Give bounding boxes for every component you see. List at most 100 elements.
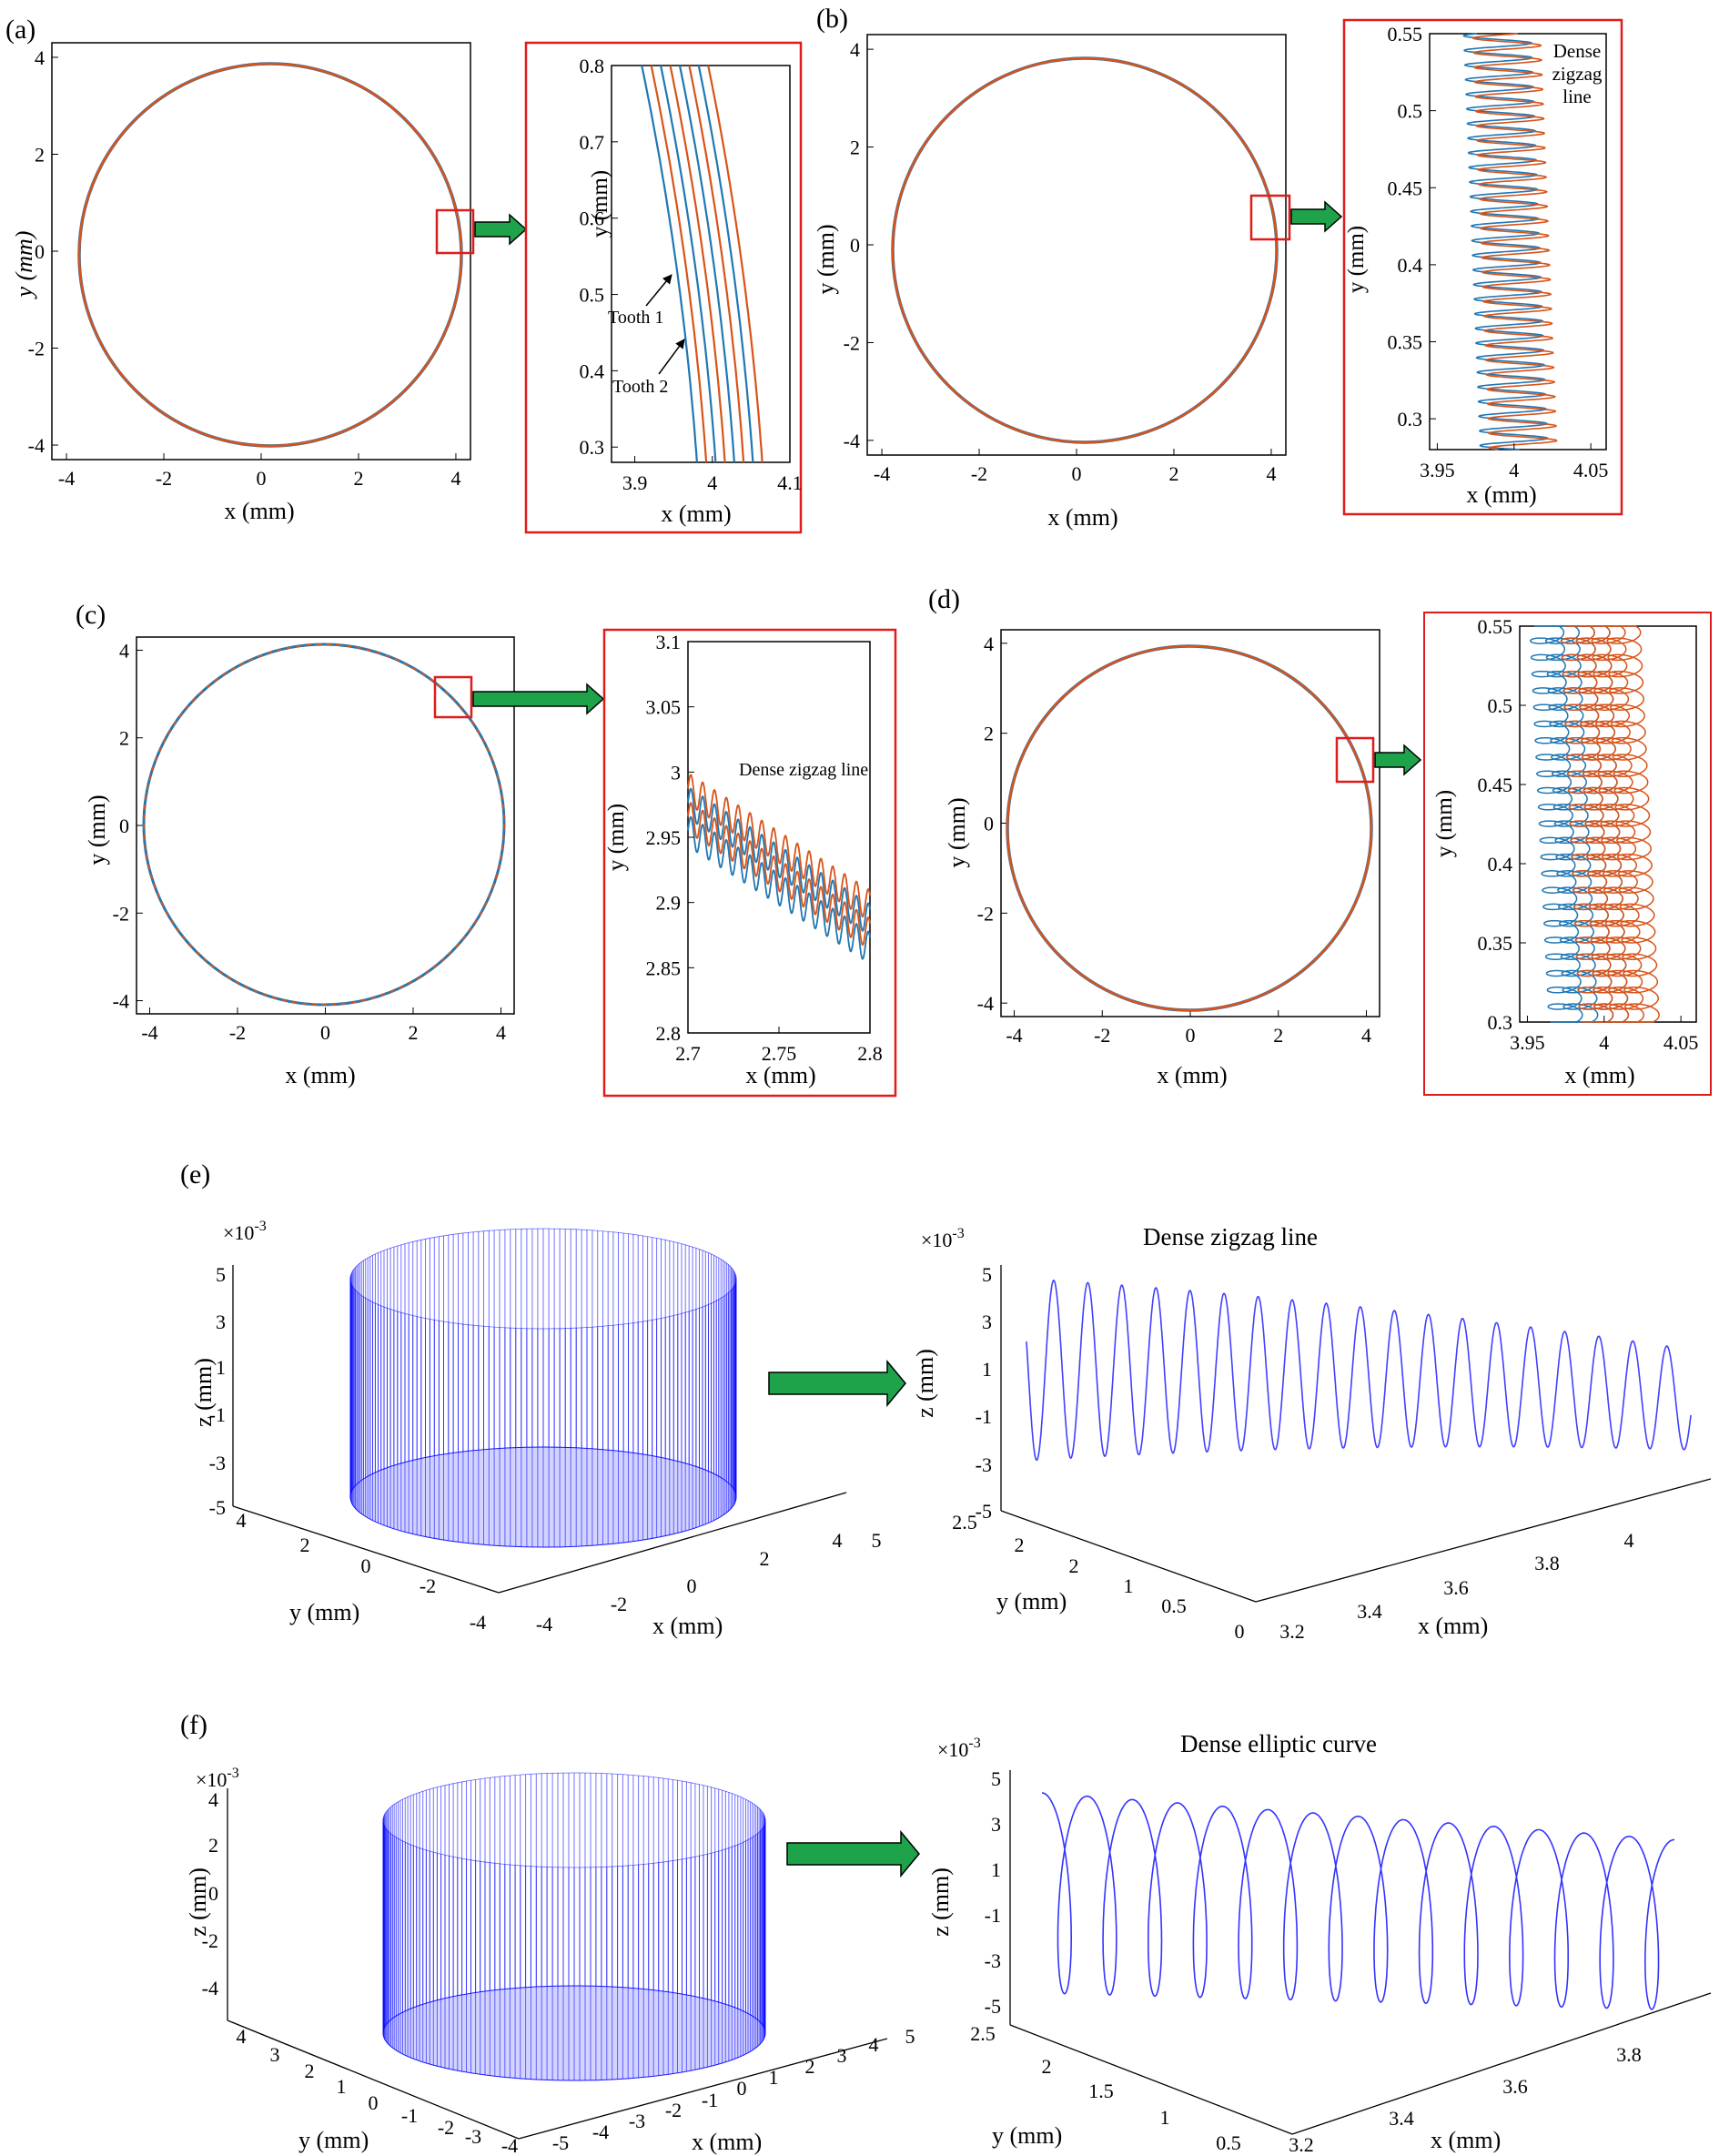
zlabel: z (mm)	[912, 1349, 938, 1418]
tick-label: -2	[438, 2116, 454, 2139]
xlabel: x (mm)	[285, 1062, 355, 1088]
tooth-path-orange	[143, 643, 505, 1006]
chart-a-zoom: 3.9 4 4.10.30.40.50.60.70.8 y (mm) x (mm) …	[524, 41, 803, 534]
zoom-box	[1249, 194, 1291, 241]
x-tick-label: 3.9	[622, 471, 648, 494]
y-tick-label: 0.4	[580, 359, 605, 382]
tick-label: -2	[420, 1574, 436, 1597]
y-tick-label: 2	[35, 143, 45, 166]
x-tick-label: 4.05	[1573, 459, 1609, 481]
tick-label: 2	[305, 2060, 315, 2082]
ylabel: y (mm)	[992, 2122, 1062, 2149]
tick-label: 2.5	[970, 2022, 996, 2045]
tick-label: 3	[837, 2044, 847, 2067]
chart-e-zoom: 5 3 1 -1 -3 -52.5 2 2 1 0.5 0 3.2 3.4 3.6 3.8 4 Dense z…	[912, 1223, 1712, 1643]
axis-line	[1291, 1992, 1712, 2135]
x-tick-label: 4	[450, 467, 460, 490]
tick-label: 2	[1015, 1533, 1025, 1556]
tick-label: 0.5	[1216, 2131, 1241, 2154]
chart-a-main: -4 -4 -2 -2 0 0 2 2 4 4 y (mm) x (mm)	[11, 42, 528, 524]
pointer-arrow	[645, 274, 672, 307]
ylabel: y (mm)	[604, 804, 629, 871]
y-tick-label: 0.5	[580, 284, 605, 307]
y-tick-label: 0.45	[1388, 177, 1423, 199]
y-tick-label: -2	[977, 902, 994, 925]
tooth-path-orange	[891, 56, 1279, 444]
xlabel: x (mm)	[661, 501, 731, 527]
tick-label: -1	[401, 2104, 418, 2127]
y-tick-label: 0.45	[1478, 774, 1513, 796]
arc-orange	[688, 65, 745, 463]
x-tick-label: -4	[1006, 1024, 1022, 1047]
zoom-box	[1335, 736, 1375, 784]
y-tick-label: 0.5	[1488, 694, 1513, 717]
axes-frame	[866, 34, 1287, 456]
ylabel: y (mm)	[944, 797, 970, 867]
loop-orange	[1560, 625, 1614, 1023]
x-tick-label: -2	[971, 462, 987, 485]
y-tick-label: 2	[984, 723, 994, 745]
axes-frame	[136, 636, 515, 1015]
tick-label: 0.5	[1161, 1594, 1187, 1617]
xlabel: x (mm)	[224, 498, 294, 524]
x-tick-label: 4	[1361, 1024, 1371, 1047]
loop-orange	[1606, 625, 1660, 1023]
y-tick-label: 3.1	[656, 631, 682, 653]
y-tick-label: 3.05	[646, 696, 682, 719]
tick-label: 2	[760, 1547, 770, 1570]
ylabel: y (mm)	[1432, 790, 1457, 857]
tooth-path-blue	[77, 62, 463, 448]
loop-blue	[1575, 625, 1630, 1023]
zlabel: z (mm)	[185, 1868, 211, 1937]
y-tick-label: 0.8	[580, 55, 605, 77]
x-tick-label: 2	[353, 467, 363, 490]
tick-label: -5	[552, 2131, 569, 2154]
y-tick-label: 2	[850, 137, 860, 159]
tick-label: 0	[1235, 1620, 1245, 1643]
loop-blue	[1530, 625, 1583, 1023]
arrow-right-icon	[472, 683, 605, 715]
zlabel: z (mm)	[927, 1868, 954, 1937]
tick-label: -4	[202, 1977, 218, 1999]
x-tick-label: 4.1	[777, 471, 803, 494]
zoom-frame	[1342, 18, 1623, 516]
tick-label: 5	[982, 1263, 992, 1286]
zlabel: z (mm)	[190, 1358, 217, 1427]
xlabel: x (mm)	[745, 1062, 815, 1088]
chart-b-main: -4 -4 -2 -2 0 0 2 2 4 4 y (mm) x (mm)	[813, 34, 1343, 531]
annotation-line1: Dense	[1553, 40, 1601, 62]
y-tick-label: 0.5	[1398, 100, 1423, 123]
ylabel: y (mm)	[813, 224, 839, 294]
axis-line	[1000, 1510, 1257, 1603]
y-tick-label: 4	[984, 633, 994, 655]
tick-label: -4	[470, 1611, 486, 1634]
tick-label: 3	[982, 1311, 992, 1333]
arc-blue	[697, 65, 754, 463]
tick-label: 2	[1069, 1554, 1079, 1577]
tick-label: 1	[1160, 2106, 1170, 2129]
loop-blue	[1544, 625, 1599, 1023]
arrow-right-icon	[786, 1829, 920, 1878]
x-tick-label: 2	[1273, 1024, 1283, 1047]
tick-label: 0	[208, 1882, 218, 1905]
tick-label: 4	[208, 1788, 218, 1811]
y-tick-label: 0.55	[1388, 23, 1423, 46]
y-tick-label: 4	[35, 46, 45, 69]
tooth-path-blue	[1006, 644, 1373, 1012]
tick-label: 3.4	[1389, 2107, 1414, 2130]
tick-label: 3.6	[1443, 1576, 1469, 1599]
ylabel: y (mm)	[588, 170, 612, 238]
annotation-line3: line	[1562, 86, 1592, 107]
arrow-right-icon	[768, 1359, 906, 1408]
axis-line	[232, 1505, 500, 1594]
x-tick-label: 4	[1509, 459, 1519, 481]
tick-label: 1	[982, 1358, 992, 1381]
chart-b-zoom: 3.95 4 4.05 0.3 0.35 0.4 0.45 0.5 0.55 y (mm) x …	[1342, 18, 1623, 516]
y-tick-label: 2.8	[656, 1022, 682, 1045]
chart-d-zoom: 3.95 4 4.05 0.3 0.35 0.4 0.45 0.5 0.55 y (mm) x …	[1423, 612, 1712, 1096]
x-tick-label: 4	[707, 471, 717, 494]
tick-label: -2	[202, 1929, 218, 1952]
xlabel: x (mm)	[1564, 1062, 1634, 1088]
tick-label: -3	[976, 1453, 992, 1476]
tick-label: 1	[337, 2075, 347, 2098]
